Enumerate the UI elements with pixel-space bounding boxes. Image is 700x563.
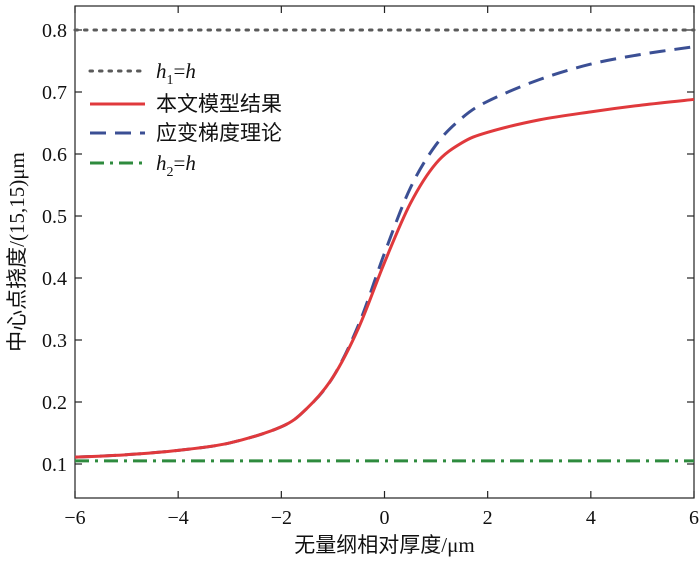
legend-label-0: h1=h [156, 59, 196, 88]
y-tick-label: 0.6 [42, 144, 67, 166]
y-tick-label: 0.2 [42, 392, 67, 414]
y-tick-label: 0.3 [42, 330, 67, 352]
legend-label-2: 应变梯度理论 [156, 121, 282, 145]
y-axis-ticks: 0.1 0.2 0.3 0.4 0.5 0.6 0.7 0.8 [42, 20, 694, 476]
y-tick-label: 0.4 [42, 268, 67, 290]
x-tick-label: 4 [586, 507, 596, 529]
x-tick-label: −4 [168, 507, 189, 529]
x-axis-title: 无量纲相对厚度/μm [294, 533, 474, 557]
y-tick-label: 0.1 [42, 454, 67, 476]
y-tick-label: 0.5 [42, 206, 67, 228]
y-axis-title: 中心点挠度/(15,15)μm [5, 152, 29, 352]
x-tick-label: −2 [271, 507, 292, 529]
series-layer [73, 28, 696, 463]
x-axis-ticks: −6 −4 −2 0 2 4 6 [64, 6, 699, 529]
x-tick-label: −6 [64, 507, 85, 529]
legend-label-3: h2=h [156, 151, 196, 180]
series-line-1 [74, 97, 695, 459]
x-tick-label: 6 [689, 507, 699, 529]
y-tick-label: 0.8 [42, 20, 67, 42]
legend-label-1: 本文模型结果 [156, 92, 282, 116]
x-tick-label: 0 [380, 507, 390, 529]
y-tick-label: 0.7 [42, 82, 67, 104]
x-tick-label: 2 [483, 507, 493, 529]
